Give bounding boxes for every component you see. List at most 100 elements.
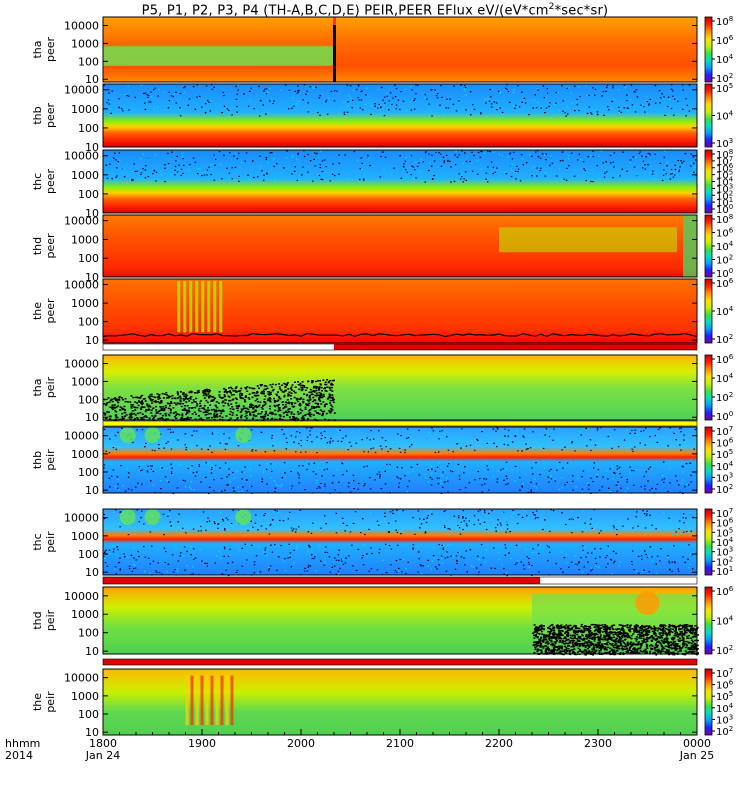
noise-speckle	[353, 488, 355, 490]
low-count-pixel	[223, 391, 226, 393]
low-count-pixel	[186, 405, 189, 407]
noise-speckle	[557, 466, 559, 468]
low-count-pixel	[548, 634, 551, 637]
noise-speckle	[590, 567, 593, 569]
noise-speckle	[613, 152, 616, 154]
low-count-pixel	[618, 624, 621, 626]
panel-thc-peir-frame	[102, 508, 698, 576]
low-count-pixel	[176, 413, 179, 415]
noise-speckle	[535, 483, 538, 485]
low-count-pixel	[175, 403, 178, 406]
noise-speckle	[126, 95, 128, 97]
noise-speckle	[113, 157, 115, 159]
noise-speckle	[579, 431, 581, 433]
low-count-pixel	[205, 399, 208, 402]
noise-speckle	[333, 175, 336, 177]
noise-speckle	[309, 427, 312, 429]
noise-speckle	[447, 480, 449, 482]
noise-speckle	[472, 566, 475, 568]
noise-speckle	[175, 548, 177, 550]
noise-speckle	[466, 571, 468, 573]
noise-speckle	[483, 478, 485, 480]
noise-speckle	[214, 522, 216, 525]
low-count-pixel	[328, 411, 331, 413]
noise-speckle	[342, 563, 345, 565]
noise-speckle	[641, 570, 644, 573]
noise-speckle	[309, 160, 312, 162]
noise-speckle	[326, 468, 328, 470]
low-count-pixel	[543, 625, 545, 627]
low-count-pixel	[235, 391, 238, 393]
noise-speckle	[271, 551, 274, 553]
noise-speckle	[116, 476, 119, 478]
noise-speckle	[399, 478, 402, 480]
noise-speckle	[317, 156, 320, 158]
noise-speckle	[363, 451, 365, 453]
noise-speckle	[634, 111, 637, 113]
low-count-pixel	[167, 402, 170, 405]
green-burst	[119, 509, 136, 525]
noise-speckle	[532, 473, 534, 475]
noise-speckle	[164, 167, 166, 169]
low-count-pixel	[332, 401, 335, 403]
noise-speckle	[601, 95, 603, 97]
low-count-pixel	[124, 400, 127, 403]
noise-speckle	[477, 439, 479, 441]
noise-speckle	[641, 167, 644, 169]
noise-speckle	[481, 491, 483, 493]
noise-speckle	[409, 436, 412, 439]
noise-speckle	[390, 173, 393, 175]
noise-speckle	[370, 180, 372, 182]
low-count-pixel	[550, 636, 553, 638]
low-count-pixel	[319, 384, 322, 386]
noise-speckle	[649, 529, 651, 531]
burst-streak	[177, 281, 181, 333]
low-count-pixel	[644, 629, 647, 631]
noise-speckle	[105, 549, 108, 551]
noise-speckle	[681, 162, 683, 164]
low-count-pixel	[694, 644, 697, 646]
noise-speckle	[462, 517, 464, 519]
noise-speckle	[497, 519, 499, 521]
low-count-pixel	[117, 401, 120, 404]
low-count-pixel	[573, 629, 575, 632]
low-count-pixel	[648, 625, 651, 627]
noise-speckle	[333, 525, 335, 527]
noise-speckle	[306, 570, 309, 572]
noise-speckle	[464, 466, 466, 468]
noise-speckle	[207, 517, 209, 519]
low-count-pixel	[315, 386, 318, 388]
noise-speckle	[499, 92, 501, 94]
noise-speckle	[260, 431, 263, 433]
noise-speckle	[244, 160, 246, 162]
low-count-pixel	[235, 386, 238, 388]
noise-speckle	[213, 179, 216, 181]
low-count-pixel	[221, 416, 224, 419]
noise-speckle	[265, 156, 268, 159]
noise-speckle	[325, 523, 327, 525]
low-count-pixel	[648, 645, 651, 647]
noise-speckle	[271, 435, 273, 437]
noise-speckle	[440, 475, 443, 477]
noise-speckle	[186, 564, 188, 567]
noise-speckle	[309, 546, 311, 548]
noise-speckle	[361, 518, 364, 520]
noise-speckle	[639, 151, 641, 153]
low-count-pixel	[322, 412, 324, 415]
low-count-pixel	[682, 640, 685, 643]
low-count-pixel	[598, 639, 601, 641]
low-count-pixel	[289, 395, 292, 397]
noise-speckle	[103, 428, 106, 430]
noise-speckle	[590, 518, 592, 520]
noise-speckle	[381, 437, 384, 439]
noise-speckle	[272, 102, 274, 105]
low-count-pixel	[153, 416, 155, 419]
noise-speckle	[127, 476, 130, 478]
noise-speckle	[197, 173, 199, 175]
low-count-pixel	[644, 651, 647, 654]
noise-speckle	[689, 554, 692, 556]
noise-speckle	[576, 104, 579, 106]
noise-speckle	[211, 168, 213, 170]
noise-speckle	[117, 562, 120, 564]
noise-speckle	[565, 179, 568, 181]
